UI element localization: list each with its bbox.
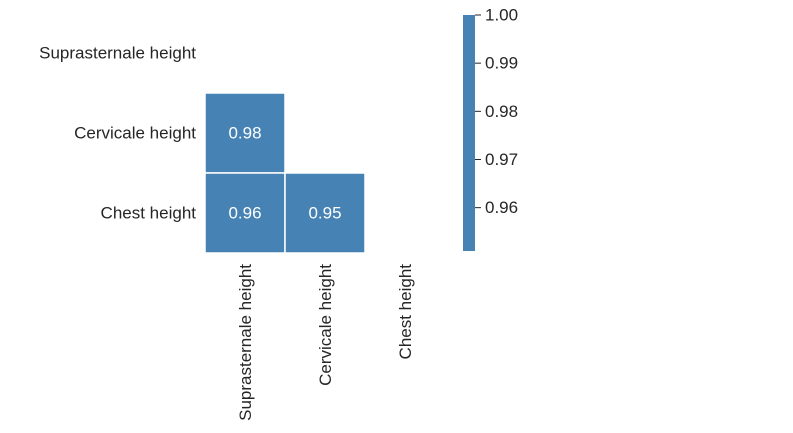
heatmap-cell-labels: 0.98 0.96 0.95 — [228, 124, 341, 223]
heatmap-cell — [284, 172, 366, 254]
colorbar-tick-label: 0.96 — [485, 198, 518, 217]
x-tick-label: Cervicale height — [316, 264, 335, 386]
colorbar-tick-label: 0.97 — [485, 150, 518, 169]
heatmap-cells — [204, 92, 366, 254]
heatmap-cell — [204, 172, 286, 254]
colorbar-tick-label: 0.98 — [485, 102, 518, 121]
heatmap-cell-value: 0.96 — [228, 204, 261, 223]
colorbar: 1.00 0.99 0.98 0.97 0.96 — [463, 6, 518, 251]
colorbar-tick-label: 0.99 — [485, 54, 518, 73]
heatmap-cell-value: 0.95 — [308, 204, 341, 223]
x-tick-label: Chest height — [396, 264, 415, 360]
colorbar-bar — [463, 15, 475, 251]
colorbar-tick-label: 1.00 — [485, 6, 518, 25]
y-tick-label: Suprasternale height — [39, 44, 196, 63]
y-tick-label: Cervicale height — [74, 124, 196, 143]
x-tick-labels: Suprasternale height Cervicale height Ches… — [236, 264, 415, 421]
heatmap-cell-value: 0.98 — [228, 124, 261, 143]
y-tick-labels: Suprasternale height Cervicale height Ches… — [39, 44, 196, 223]
x-tick-label: Suprasternale height — [236, 264, 255, 421]
y-tick-label: Chest height — [101, 204, 197, 223]
heatmap-cell — [204, 92, 286, 174]
